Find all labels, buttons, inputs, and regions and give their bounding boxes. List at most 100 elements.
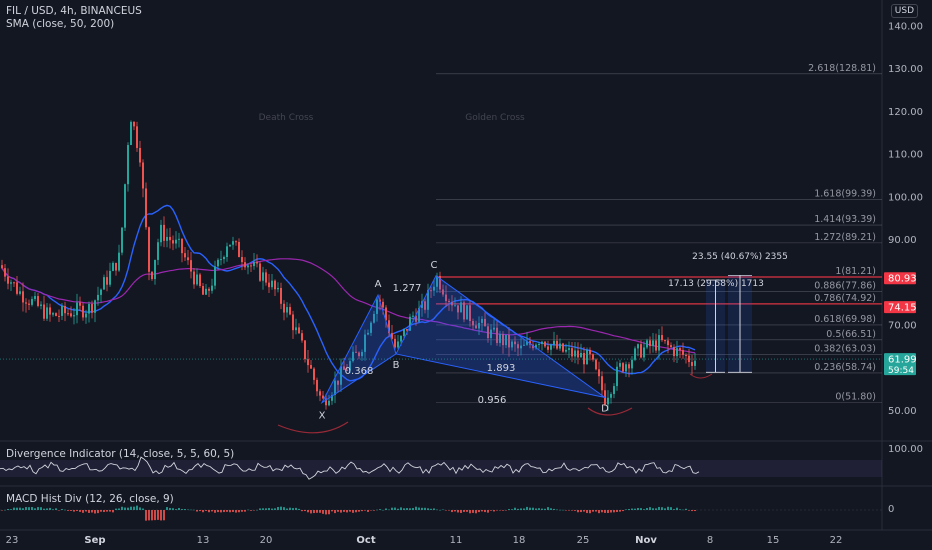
candle-body [541, 341, 543, 345]
macd-bar [22, 508, 24, 510]
macd-bar [250, 510, 252, 511]
candle-body [370, 322, 372, 333]
candle-body [409, 316, 411, 331]
macd-bar [331, 510, 333, 512]
candle-body [52, 313, 54, 315]
candle-body [466, 305, 468, 320]
candle-body [364, 334, 366, 352]
candle-body [589, 349, 591, 355]
candle-body [163, 224, 165, 241]
macd-bar [73, 510, 75, 512]
macd-bar [634, 508, 636, 510]
price-badge[interactable] [884, 301, 916, 314]
candle-body [511, 341, 513, 348]
macd-bar [544, 508, 546, 510]
candle-body [19, 291, 21, 294]
candle-body [190, 260, 192, 272]
measurement-label-2: 17.13 (29.58%) 1713 [668, 279, 764, 289]
currency-badge[interactable]: USD [890, 4, 918, 18]
pattern-ratio-label: 0.368 [345, 366, 374, 377]
macd-bar [580, 510, 582, 513]
time-tick-label: 18 [513, 535, 526, 546]
symbol-title: FIL / USD, 4h, BINANCEUS [6, 5, 142, 17]
macd-bar [412, 508, 414, 510]
macd-bar [241, 510, 243, 512]
candle-body [385, 307, 387, 321]
macd-bar [628, 509, 630, 510]
candle-body [37, 296, 39, 306]
xabcd-pattern[interactable]: X A B C D 1.277 0.368 1.893 0.956 Death Cross Gold… [259, 113, 713, 434]
candle-body [568, 348, 570, 350]
macd-bar [289, 507, 291, 510]
candle-body [187, 257, 189, 261]
macd-bar [664, 508, 666, 510]
macd-bar [223, 510, 225, 513]
macd-bar [367, 510, 369, 512]
price-axis[interactable]: 140.00 130.00 120.00 110.00 100.00 90.00 70.00… [0, 22, 923, 417]
candle-body [88, 303, 90, 314]
candle-body [178, 238, 180, 240]
fib-level-label: 1.414(93.39) [814, 214, 876, 225]
macd-bar [253, 510, 255, 511]
macd-bar [685, 508, 687, 510]
macd-bar [478, 510, 480, 513]
macd-bar [211, 510, 213, 512]
macd-bar [16, 507, 18, 510]
macd-bar [235, 510, 237, 513]
macd-bar [346, 510, 348, 513]
candle-body [325, 398, 327, 406]
macd-bar [619, 510, 621, 512]
candle-body [685, 354, 687, 356]
fib-level-label: 0.618(69.98) [814, 314, 876, 325]
candle-body [94, 300, 96, 313]
fib-retracement[interactable]: 2.618(128.81) 1.618(99.39) 1.414(93.39) 1.2… [436, 63, 882, 403]
macd-bar [613, 510, 615, 513]
macd-bar [79, 510, 81, 512]
time-tick-label: 25 [577, 535, 590, 546]
candle-body [475, 325, 477, 329]
candle-body [124, 184, 126, 228]
macd-bar [247, 509, 249, 511]
macd-bar [88, 510, 90, 513]
currency-text: USD [894, 6, 914, 16]
macd-bar [70, 510, 72, 511]
price-tick-label: 100.00 [888, 192, 923, 203]
candle-body [283, 303, 285, 313]
macd-bar [199, 510, 201, 512]
candle-body [601, 376, 603, 391]
macd-bar [313, 510, 315, 514]
macd-bar [1, 510, 3, 511]
price-badge[interactable] [884, 272, 916, 285]
candle-body [445, 294, 447, 302]
candle-body [562, 343, 564, 352]
macd-bar [661, 507, 663, 510]
macd-bar [385, 508, 387, 510]
fib-level-label: 1.272(89.21) [814, 232, 876, 243]
sma-50-line [1, 204, 696, 382]
macd-bar [616, 510, 618, 512]
macd-bar [67, 510, 69, 511]
macd-bar [298, 508, 300, 510]
macd-bar [550, 508, 552, 510]
macd-bar [214, 510, 216, 513]
sma-legend-text: SMA (close, 50, 200) [6, 18, 115, 30]
fib-level-label: 0(51.80) [835, 392, 876, 403]
macd-bar [55, 508, 57, 510]
price-range-measurements[interactable]: 23.55 (40.67%) 2355 17.13 (29.58%) 1713 [668, 252, 788, 373]
macd-bar [466, 510, 468, 512]
price-tick-label: 130.00 [888, 64, 923, 75]
price-badge[interactable] [884, 353, 916, 376]
macd-bar [481, 510, 483, 512]
macd-bar [427, 508, 429, 510]
macd-bar [262, 508, 264, 510]
macd-bar [640, 508, 642, 510]
divergence-legend: Divergence Indicator (14, close, 5, 5, 6… [6, 448, 234, 460]
time-axis[interactable]: 23 Sep 13 20 Oct 11 18 25 Nov 8 15 22 [6, 535, 843, 546]
macd-bar [526, 506, 528, 510]
macd-bar [541, 508, 543, 510]
price-tick-label: 140.00 [888, 22, 923, 33]
macd-bar [292, 508, 294, 510]
candle-body [97, 294, 99, 301]
macd-bar [112, 510, 114, 513]
